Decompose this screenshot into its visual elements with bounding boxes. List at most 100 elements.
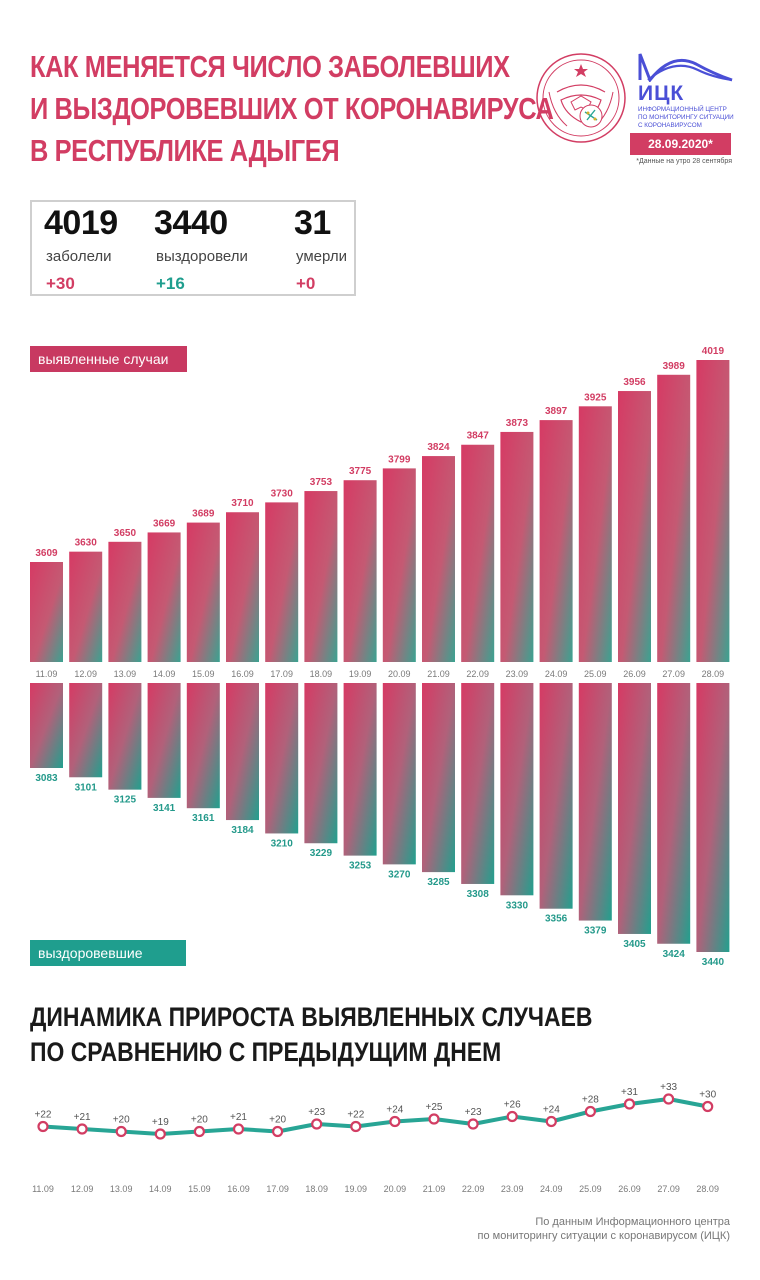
cases-date-label: 27.09 [662,669,685,679]
delta-value-label: +31 [621,1087,638,1098]
recovered-value-label: 3270 [388,869,411,880]
delta-date-label: 27.09 [657,1184,680,1194]
delta-value-label: +19 [152,1117,169,1128]
cases-value-label: 3847 [467,431,490,442]
cases-bar [539,420,573,662]
delta-value-label: +22 [35,1110,52,1121]
cases-value-label: 3669 [153,518,176,529]
cases-bar [343,480,377,662]
cases-value-label: 3925 [584,392,607,403]
cases-bar [30,562,63,662]
stat-infected-value: 4019 [44,204,118,242]
recovered-value-label: 3141 [153,803,176,814]
recovered-bar [461,683,495,884]
recovered-value-label: 3424 [663,949,686,960]
recovered-bar [108,683,142,790]
dynamics-title: ДИНАМИКА ПРИРОСТА ВЫЯВЛЕННЫХ СЛУЧАЕВ ПО … [30,1000,592,1070]
delta-value-label: +22 [347,1110,364,1121]
recovered-bar [30,683,63,768]
delta-date-label: 12.09 [71,1184,94,1194]
delta-value-label: +20 [269,1115,286,1126]
delta-point [623,1098,636,1110]
page-title: КАК МЕНЯЕТСЯ ЧИСЛО ЗАБОЛЕВШИХ И ВЫЗДОРОВ… [30,46,554,172]
recovered-bar [147,683,181,798]
itsk-subtitle: ИНФОРМАЦИОННЫЙ ЦЕНТР ПО МОНИТОРИНГУ СИТУ… [638,106,734,129]
cases-bar [422,456,455,662]
date-note: *Данные на утро 28 сентября [636,158,732,165]
recovered-value-label: 3210 [271,838,294,849]
recovered-value-label: 3405 [623,939,646,950]
recovered-bar [304,683,338,844]
cases-value-label: 3824 [427,442,450,453]
delta-date-label: 16.09 [227,1184,250,1194]
cases-bar [382,468,416,662]
stat-recovered-value: 3440 [154,204,228,242]
recovered-bar [618,683,651,934]
delta-point [272,1125,284,1138]
cases-value-label: 3956 [623,377,646,388]
delta-value-label: +24 [386,1105,403,1116]
recovered-value-label: 3330 [506,900,529,911]
recovered-bar [500,683,534,896]
cases-date-label: 11.09 [36,669,58,679]
cases-value-label: 3873 [506,418,529,429]
cases-bar [69,551,103,662]
delta-date-label: 28.09 [696,1184,719,1194]
delta-date-label: 23.09 [501,1184,524,1194]
cases-date-label: 18.09 [310,669,333,679]
delta-date-label: 25.09 [579,1184,602,1194]
cases-bar [500,431,534,662]
delta-value-label: +30 [699,1090,716,1101]
cases-date-label: 23.09 [506,669,529,679]
cases-value-label: 3689 [192,509,215,520]
cases-value-label: 3897 [545,406,568,417]
delta-point [350,1120,362,1133]
delta-value-label: +21 [230,1112,247,1123]
delta-value-label: +33 [660,1082,677,1093]
recovered-bars: 3083 3101 3125 3141 3161 3184 3210 3229 3253 3270… [30,683,730,968]
delta-date-label: 17.09 [266,1184,289,1194]
recovered-value-label: 3440 [702,957,725,968]
recovered-bar [422,683,455,873]
delta-point [154,1128,166,1140]
delta-point [389,1115,401,1128]
cases-date-label: 26.09 [623,669,646,679]
delta-value-label: +21 [74,1112,91,1123]
stat-died-value: 31 [294,204,331,242]
delta-point [76,1123,88,1135]
delta-point [311,1118,323,1130]
cases-date-label: 17.09 [270,669,293,679]
delta-point [193,1125,205,1138]
delta-point [584,1105,597,1118]
cases-value-label: 3753 [310,477,333,488]
recovered-value-label: 3101 [75,782,98,793]
delta-date-label: 13.09 [110,1184,133,1194]
dynamics-title-line-2: ПО СРАВНЕНИЮ С ПРЕДЫДУЩИМ ДНЕМ [30,1037,502,1067]
delta-date-label: 18.09 [305,1184,328,1194]
delta-value-label: +23 [308,1107,325,1118]
cases-bar [186,522,220,662]
delta-point [37,1120,49,1133]
cases-date-label: 28.09 [702,669,725,679]
recovered-bar [657,683,691,944]
date-badge: 28.09.2020* [630,133,731,155]
itsk-name: ИЦК [638,82,685,105]
stat-infected-label: заболели [46,248,112,265]
recovered-bar [226,683,259,821]
delta-point [428,1113,440,1125]
cases-value-label: 3609 [35,548,58,559]
delta-value-label: +20 [113,1115,130,1126]
recovered-value-label: 3356 [545,914,568,925]
cases-bar [657,374,691,662]
cases-value-label: 3650 [114,528,137,539]
cases-date-label: 25.09 [584,669,607,679]
delta-line-chart: +22 11.09 +21 12.09 +20 13.09 +19 14.09 +20 15.09… [32,1082,719,1194]
cases-value-label: 3630 [75,538,98,549]
cases-date-label: 19.09 [349,669,372,679]
cases-legend-label: выявленные случаи [30,346,187,372]
recovered-value-label: 3253 [349,861,372,872]
cases-date-label: 16.09 [231,669,254,679]
delta-value-label: +26 [504,1100,521,1111]
title-line-2: И ВЫЗДОРОВЕВШИХ ОТ КОРОНАВИРУСА [30,91,554,126]
cases-value-label: 3710 [231,498,254,509]
